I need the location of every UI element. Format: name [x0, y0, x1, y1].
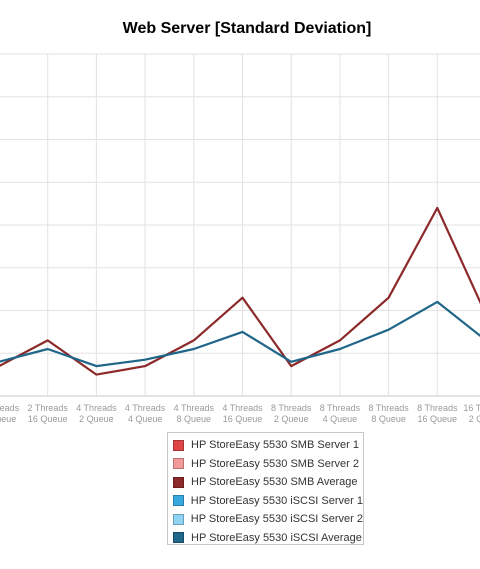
legend-label: HP StoreEasy 5530 iSCSI Average: [191, 531, 362, 544]
legend-item[interactable]: HP StoreEasy 5530 iSCSI Server 2: [168, 510, 363, 529]
legend-label: HP StoreEasy 5530 SMB Server 1: [191, 439, 359, 452]
series-line-5: [0, 300, 480, 368]
x-tick-label: 4 Threads 2 Queue: [76, 403, 117, 424]
legend-item[interactable]: HP StoreEasy 5530 SMB Server 1: [168, 436, 363, 455]
legend-swatch: [173, 495, 184, 507]
series-lines: [0, 206, 480, 376]
legend-item[interactable]: HP StoreEasy 5530 iSCSI Average: [168, 529, 363, 548]
legend: HP StoreEasy 5530 SMB Server 1 HP StoreEa…: [167, 432, 364, 545]
legend-label: HP StoreEasy 5530 iSCSI Server 2: [190, 513, 363, 526]
legend-item[interactable]: HP StoreEasy 5530 iSCSI Server 1: [168, 492, 363, 511]
x-tick-label: 4 Threads 16 Queue: [222, 403, 263, 424]
legend-item[interactable]: HP StoreEasy 5530 SMB Average: [168, 473, 363, 492]
legend-swatch: [173, 439, 184, 451]
legend-swatch: [173, 532, 184, 544]
series-line-2: [0, 206, 480, 376]
x-tick-label: 8 Threads 8 Queue: [368, 403, 409, 424]
legend-swatch: [173, 458, 184, 470]
legend-item[interactable]: HP StoreEasy 5530 SMB Server 2: [168, 455, 363, 474]
x-tick-label: 8 Threads 16 Queue: [417, 403, 458, 424]
grid-lines: [0, 53, 480, 397]
x-tick-label: 8 Threads 2 Queue: [271, 403, 312, 424]
legend-label: HP StoreEasy 5530 iSCSI Server 1: [190, 494, 363, 507]
x-tick-label: 4 Threads 8 Queue: [174, 403, 215, 424]
legend-swatch: [173, 513, 184, 525]
x-tick-label: 8 Threads 4 Queue: [320, 403, 361, 424]
x-tick-label: 2 Threads 16 Queue: [28, 403, 69, 424]
legend-label: HP StoreEasy 5530 SMB Average: [191, 476, 358, 489]
x-tick-label: 4 Threads 4 Queue: [125, 403, 166, 424]
chart-title: Web Server [Standard Deviation]: [122, 20, 372, 37]
legend-label: HP StoreEasy 5530 SMB Server 2: [191, 457, 359, 470]
legend-swatch: [173, 476, 184, 488]
